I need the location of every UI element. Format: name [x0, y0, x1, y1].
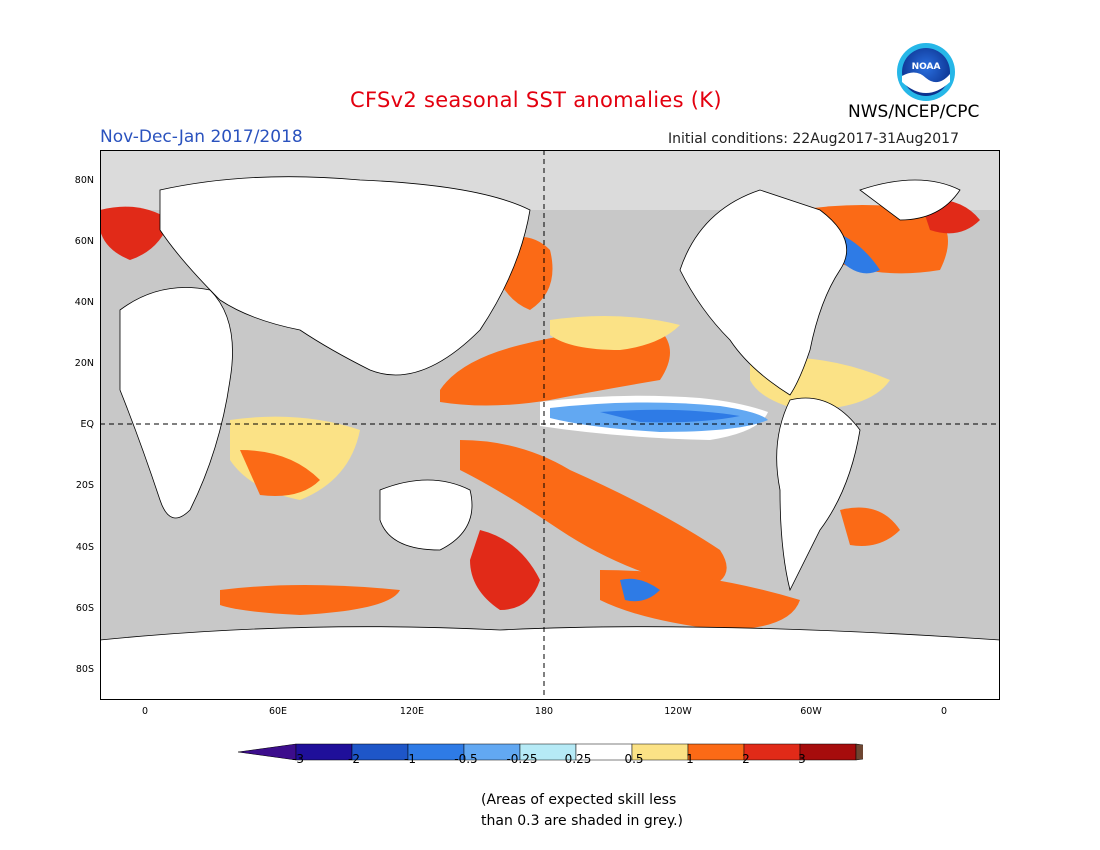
colorbar-label: 1	[686, 752, 694, 766]
initial-conditions-label: Initial conditions: 22Aug2017-31Aug2017	[668, 131, 959, 147]
lon-label: 120E	[399, 706, 425, 717]
season-label: Nov-Dec-Jan 2017/2018	[100, 127, 303, 147]
colorbar-over-triangle	[855, 743, 863, 761]
lat-label: 60S	[75, 603, 94, 614]
lat-label: 20N	[74, 358, 94, 369]
eq-pacific-cool-core	[600, 409, 740, 423]
sst-anomaly-map	[100, 150, 1000, 700]
africa	[119, 287, 233, 519]
south-pacific-warm	[460, 440, 727, 590]
lat-label: 80N	[74, 175, 94, 186]
lon-label: 120W	[664, 706, 692, 717]
lat-label: 80S	[75, 664, 94, 675]
eurasia	[159, 176, 531, 376]
chart-title: CFSv2 seasonal SST anomalies (K)	[350, 88, 722, 112]
lon-label: 60E	[268, 706, 288, 717]
colorbar-label: 2	[742, 752, 750, 766]
lat-label: EQ	[80, 419, 94, 430]
colorbar-label: 0.25	[564, 752, 592, 766]
southern-ocean-cool	[620, 578, 660, 602]
skill-note-line2: than 0.3 are shaded in grey.)	[481, 813, 684, 829]
colorbar	[238, 743, 863, 761]
north-america	[679, 189, 848, 396]
antarctica	[100, 626, 1000, 700]
colorbar-label: 3	[798, 752, 806, 766]
greenland	[859, 179, 961, 221]
colorbar-label: -0.25	[506, 752, 538, 766]
lat-label: 60N	[74, 236, 94, 247]
colorbar-label: -0.5	[454, 752, 478, 766]
lon-label: 60W	[800, 706, 822, 717]
lat-label: 40S	[75, 542, 94, 553]
colorbar-label: -3	[292, 752, 304, 766]
tasman-warm	[470, 530, 540, 610]
australia	[379, 479, 473, 551]
lon-label: 180	[534, 706, 554, 717]
lat-label: 20S	[75, 480, 94, 491]
nordic-warm-left	[100, 206, 170, 260]
lon-label: 0	[940, 706, 948, 717]
colorbar-label: 0.5	[624, 752, 644, 766]
colorbar-label: -1	[404, 752, 416, 766]
south-america	[776, 397, 861, 592]
colorbar-label: -2	[348, 752, 360, 766]
lat-label: 40N	[74, 297, 94, 308]
south-atlantic-warm	[840, 507, 900, 546]
lon-label: 0	[141, 706, 149, 717]
logo-text: NOAA	[912, 62, 941, 72]
skill-note-line1: (Areas of expected skill less	[481, 792, 677, 808]
south-indian-ocean-warm	[220, 585, 400, 615]
agency-label: NWS/NCEP/CPC	[848, 102, 980, 122]
noaa-logo-icon: NOAA	[897, 43, 955, 101]
subtropical-pacific-yellow	[550, 316, 680, 350]
indian-ocean-warm	[240, 450, 320, 496]
